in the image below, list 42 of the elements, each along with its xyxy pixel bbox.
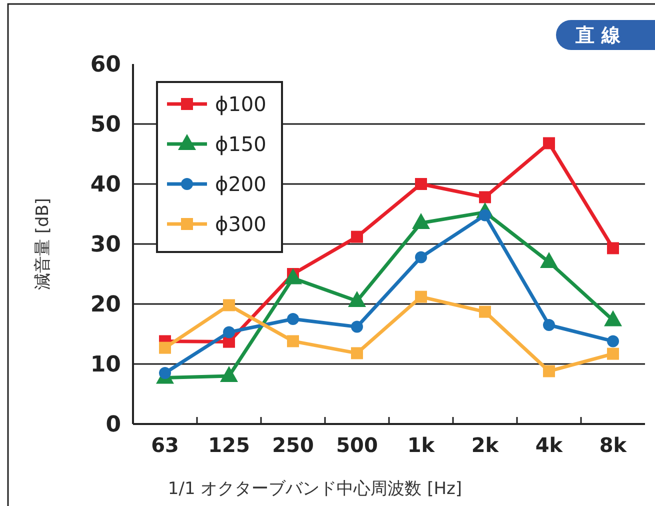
y-axis-title: 減音量 [dB] xyxy=(33,198,53,290)
point xyxy=(607,348,619,360)
text: 直 線 xyxy=(574,24,622,47)
x-tick-label: 63 xyxy=(151,433,179,457)
point xyxy=(287,335,299,348)
y-tick-label: 60 xyxy=(90,52,121,78)
point xyxy=(543,137,555,150)
point xyxy=(351,320,363,333)
point xyxy=(415,290,427,303)
y-tick-label: 0 xyxy=(106,412,121,438)
legend-label: ϕ300 xyxy=(215,212,266,236)
point xyxy=(351,230,363,243)
x-tick-label: 250 xyxy=(272,433,314,457)
point xyxy=(543,319,555,331)
point xyxy=(607,242,619,254)
y-tick-label: 20 xyxy=(90,292,121,318)
y-tick-label: 10 xyxy=(90,352,121,378)
legend-label: ϕ200 xyxy=(215,172,266,196)
x-tick-label: 4k xyxy=(535,433,564,457)
point xyxy=(223,326,235,338)
point xyxy=(223,299,235,312)
y-tick-label: 50 xyxy=(90,112,121,138)
point xyxy=(415,178,427,190)
point xyxy=(287,313,299,325)
x-tick-label: 500 xyxy=(336,433,378,457)
y-tick-label: 30 xyxy=(90,232,121,258)
point xyxy=(479,191,491,204)
point xyxy=(479,306,491,318)
point xyxy=(415,251,427,264)
point xyxy=(607,335,619,348)
x-tick-label: 125 xyxy=(208,433,250,457)
legend-label: ϕ100 xyxy=(215,92,266,116)
x-tick-label: 1k xyxy=(407,433,436,457)
point xyxy=(159,367,171,379)
point xyxy=(351,347,363,360)
point xyxy=(543,365,555,378)
x-tick-label: 2k xyxy=(471,433,500,457)
legend-label: ϕ150 xyxy=(215,132,266,156)
x-tick-label: 8k xyxy=(599,433,628,457)
x-axis-title: 1/1 オクターブバンド中心周波数 [Hz] xyxy=(168,479,462,499)
y-tick-label: 40 xyxy=(90,172,121,198)
point xyxy=(159,342,171,354)
